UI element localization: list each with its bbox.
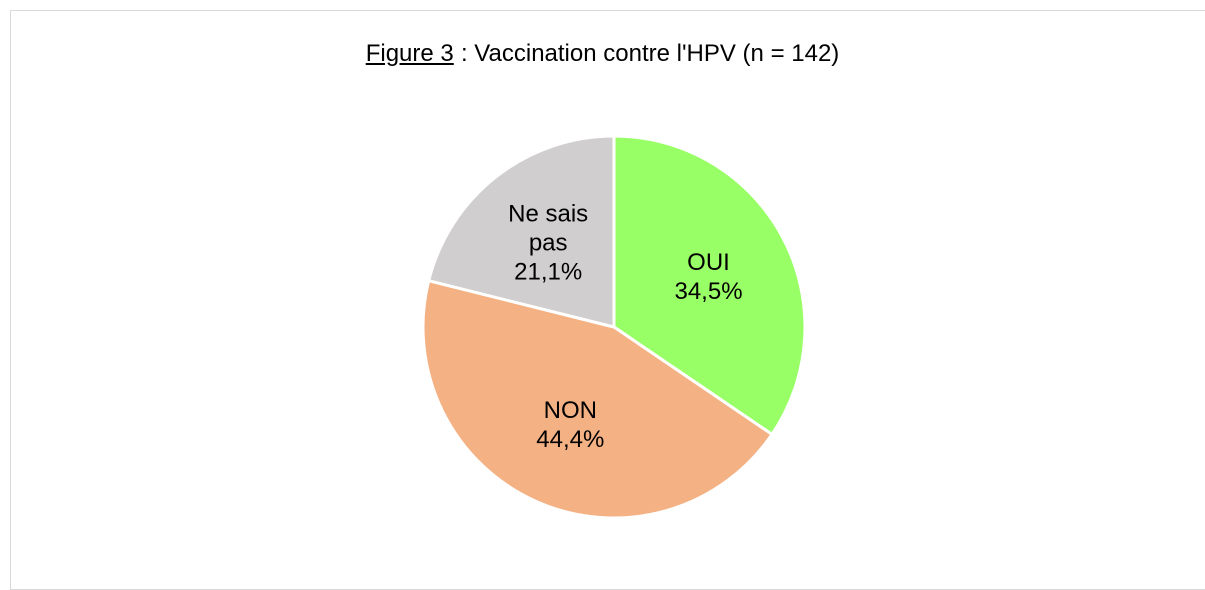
category-label: NON	[543, 396, 597, 424]
slice-label: NON 44,4%	[515, 396, 625, 454]
chart-title: Figure 3: Vaccination contre l'HPV (n = …	[0, 40, 1205, 68]
pie-area	[421, 134, 807, 520]
title-text: : Vaccination contre l'HPV (n = 142)	[460, 40, 840, 67]
value-label: 21,1%	[514, 258, 583, 286]
value-label: 44,4%	[536, 425, 605, 453]
category-label: Ne sais pas	[508, 200, 589, 257]
pie-slice	[421, 278, 775, 520]
slice-label: OUI 34,5%	[654, 248, 764, 306]
slice-label: Ne sais pas 21,1%	[493, 199, 603, 286]
pie-slice	[426, 134, 616, 329]
figure-label: Figure 3	[365, 40, 454, 67]
pie-slice	[612, 134, 807, 437]
value-label: 34,5%	[674, 277, 743, 305]
category-label: OUI	[687, 248, 730, 276]
